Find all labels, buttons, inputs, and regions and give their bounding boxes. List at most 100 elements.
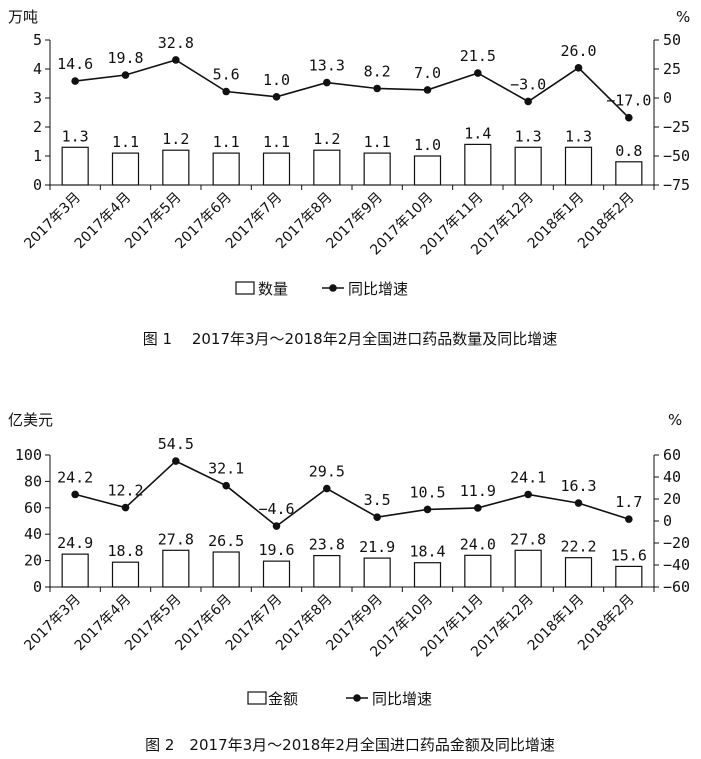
bar-value-label: 24.9 [57, 534, 93, 552]
bar [212, 551, 240, 588]
growth-value-label: 24.1 [510, 468, 546, 486]
bar [615, 161, 643, 186]
y-tick-label-right: −20 [663, 534, 690, 552]
bar-value-label: 18.8 [107, 542, 143, 560]
bar-value-label: 22.2 [560, 538, 596, 556]
y-tick-label-left: 100 [15, 446, 42, 464]
growth-value-label: 16.3 [560, 477, 596, 495]
growth-point [272, 93, 281, 101]
y-tick-label-right: −75 [663, 176, 690, 194]
growth-value-label: 54.5 [158, 435, 194, 453]
bar-value-label: 1.3 [565, 127, 592, 145]
bar-value-label: 1.1 [213, 133, 240, 151]
growth-point [574, 64, 583, 72]
growth-value-label: 26.0 [560, 42, 596, 60]
growth-value-label: −17.0 [606, 92, 651, 110]
y-tick-label-right: 50 [663, 31, 681, 49]
chart-caption: 图 1 2017年3月～2018年2月全国进口药品数量及同比增速 [143, 330, 558, 348]
growth-point [121, 503, 130, 512]
bar [162, 549, 190, 588]
growth-point [474, 69, 482, 77]
legend-line-label: 同比增速 [348, 280, 408, 298]
bar [162, 149, 190, 186]
y-axis-unit-right: % [668, 411, 682, 429]
growth-value-label: 3.5 [364, 491, 391, 509]
growth-value-label: 21.5 [460, 47, 496, 65]
bar [262, 560, 291, 588]
y-tick-label-left: 0 [33, 176, 42, 194]
bar-value-label: 1.4 [464, 124, 491, 142]
legend-bar-label: 数量 [258, 280, 288, 298]
y-tick-label-left: 20 [24, 552, 42, 570]
bar [212, 152, 240, 186]
growth-value-label: 32.8 [158, 34, 194, 52]
growth-value-label: 13.3 [309, 57, 345, 75]
y-tick-label-left: 60 [24, 499, 42, 517]
growth-point [323, 78, 331, 87]
y-tick-label-right: 60 [663, 446, 681, 464]
legend-bar-label: 金额 [268, 690, 298, 708]
bar [413, 155, 442, 186]
y-tick-label-left: 0 [33, 578, 42, 596]
growth-point [574, 499, 583, 507]
growth-point [222, 87, 230, 96]
bar-value-label: 21.9 [359, 538, 395, 556]
growth-value-label: −4.6 [258, 500, 294, 518]
growth-value-label: 8.2 [364, 62, 391, 80]
bar [615, 565, 643, 588]
y-tick-label-right: 20 [663, 490, 681, 508]
bar [564, 557, 593, 588]
y-tick-label-right: −50 [663, 147, 690, 165]
bar [464, 143, 492, 186]
bar [363, 557, 391, 588]
y-tick-label-right: 40 [663, 468, 681, 486]
growth-value-label: 10.5 [409, 483, 445, 501]
bar-value-label: 19.6 [258, 541, 294, 559]
legend-line-marker [329, 284, 337, 292]
bar-value-label: 0.8 [615, 142, 642, 160]
growth-value-label: 11.9 [460, 482, 496, 500]
y-tick-label-left: 4 [33, 60, 42, 78]
bar-value-label: 1.1 [364, 133, 391, 151]
growth-value-label: 1.0 [263, 71, 290, 89]
growth-point [625, 113, 633, 122]
growth-point [474, 504, 482, 512]
bar-value-label: 1.1 [263, 133, 290, 151]
y-tick-label-left: 80 [24, 472, 42, 490]
growth-value-label: 29.5 [309, 463, 345, 481]
growth-point [121, 71, 130, 79]
growth-line [75, 59, 630, 119]
growth-point [272, 522, 281, 530]
growth-value-label: 5.6 [213, 66, 240, 84]
growth-value-label: 7.0 [414, 64, 441, 82]
bar [61, 553, 89, 588]
bar [111, 561, 140, 588]
growth-point [524, 490, 532, 499]
y-tick-label-left: 3 [33, 89, 42, 107]
bar [262, 152, 291, 186]
bar-value-label: 1.0 [414, 136, 441, 154]
bar [464, 554, 492, 588]
growth-value-label: 24.2 [57, 468, 93, 486]
bar [61, 146, 89, 186]
bar [564, 146, 593, 186]
y-axis-unit-left: 亿美元 [8, 411, 53, 429]
bar-value-label: 1.2 [162, 130, 189, 148]
y-tick-label-left: 1 [33, 147, 42, 165]
y-axis-unit-right: % [676, 8, 690, 26]
bar-value-label: 18.4 [409, 543, 445, 561]
growth-value-label: 12.2 [107, 482, 143, 500]
bar-value-label: 1.3 [62, 127, 89, 145]
bar [514, 549, 542, 588]
legend-bar-swatch [235, 281, 255, 295]
y-tick-label-right: −60 [663, 578, 690, 596]
growth-point [423, 86, 432, 94]
bar-value-label: 27.8 [158, 530, 194, 548]
y-tick-label-right: −25 [663, 118, 690, 136]
growth-value-label: 14.6 [57, 55, 93, 73]
chart-caption: 图 2 2017年3月～2018年2月全国进口药品金额及同比增速 [145, 736, 555, 754]
growth-value-label: 1.7 [615, 493, 642, 511]
growth-value-label: −3.0 [510, 75, 546, 93]
growth-point [323, 484, 331, 493]
